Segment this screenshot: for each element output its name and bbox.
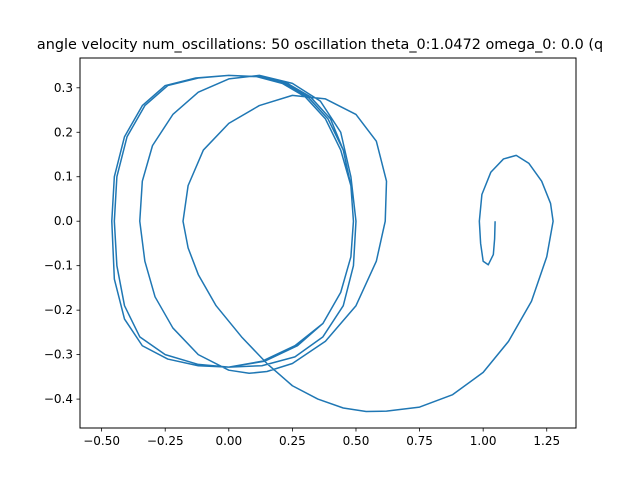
y-tick-label: 0.1 (54, 170, 73, 184)
y-tick-label: −0.2 (44, 303, 73, 317)
y-tick-label: 0.0 (54, 214, 73, 228)
x-tick-label: 0.50 (343, 434, 370, 448)
series-line-0 (111, 74, 554, 413)
y-tick-label: 0.2 (54, 125, 73, 139)
x-tick-label: −0.50 (83, 434, 120, 448)
y-tick-label: −0.1 (44, 259, 73, 273)
x-tick-label: 1.00 (470, 434, 497, 448)
x-tick-label: 0.00 (215, 434, 242, 448)
x-tick-label: 0.25 (279, 434, 306, 448)
y-tick-label: −0.3 (44, 348, 73, 362)
y-tick-label: 0.3 (54, 81, 73, 95)
axes-frame (79, 57, 577, 429)
y-tick-label: −0.4 (44, 392, 73, 406)
ticks-layer: −0.50 −0.25 0.00 0.25 0.50 0.75 1.00 1.25 −0.4 −0… (44, 81, 560, 448)
chart-title: angle velocity num_oscillations: 50 osci… (37, 37, 603, 53)
plot-area (111, 74, 554, 413)
x-tick-label: 0.75 (406, 434, 433, 448)
x-tick-label: −0.25 (147, 434, 184, 448)
x-tick-label: 1.25 (533, 434, 560, 448)
